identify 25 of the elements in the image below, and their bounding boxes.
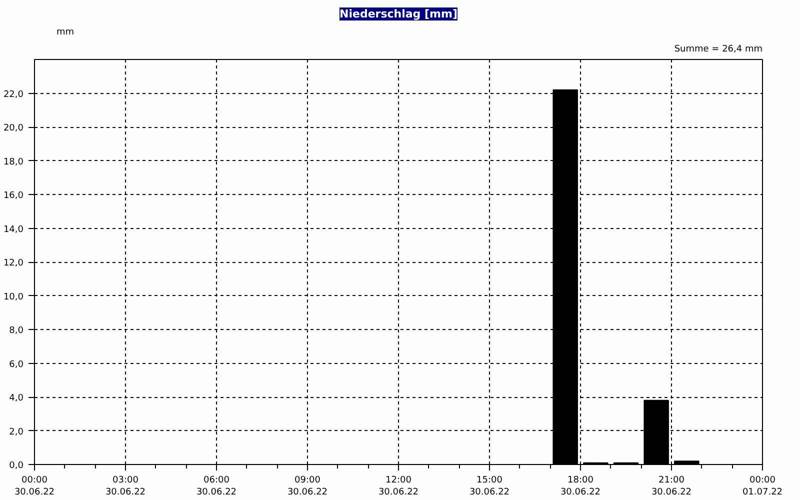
y-tick-label: 22,0: [3, 90, 24, 100]
y-tick-label: 10,0: [3, 292, 24, 302]
x-tick-label: 09:00 30.06.22: [287, 476, 328, 498]
y-tick-label: 14,0: [3, 224, 24, 235]
y-tick-label: 12,0: [3, 258, 24, 268]
y-tick-label: 20,0: [3, 124, 24, 134]
y-axis-title: mm: [56, 28, 74, 38]
x-tick-label: 00:00 01.07.22: [742, 476, 783, 498]
y-tick-label: 2,0: [9, 427, 24, 438]
x-tick-label: 15:00 30.06.22: [469, 476, 510, 498]
chart-title: Niederschlag [mm]: [340, 8, 458, 20]
y-tick-label: 8,0: [9, 326, 24, 336]
x-tick-label: 06:00 30.06.22: [196, 476, 237, 498]
y-tick-label: 18,0: [3, 157, 24, 168]
x-tick-label: 00:00 30.06.22: [14, 476, 55, 498]
y-tick-label: 4,0: [9, 394, 24, 404]
y-tick-label: 6,0: [9, 360, 24, 370]
x-tick-label: 18:00 30.06.22: [560, 476, 601, 498]
x-tick-label: 21:00 30.06.22: [651, 476, 692, 498]
x-tick-label: 12:00 30.06.22: [378, 476, 419, 498]
x-tick-label: 03:00 30.06.22: [105, 476, 146, 498]
y-tick-label: 16,0: [3, 191, 24, 201]
y-tick-label: 0,0: [9, 461, 24, 471]
text: Summe = 26,4 mm: [674, 44, 762, 54]
bar: [674, 460, 700, 464]
